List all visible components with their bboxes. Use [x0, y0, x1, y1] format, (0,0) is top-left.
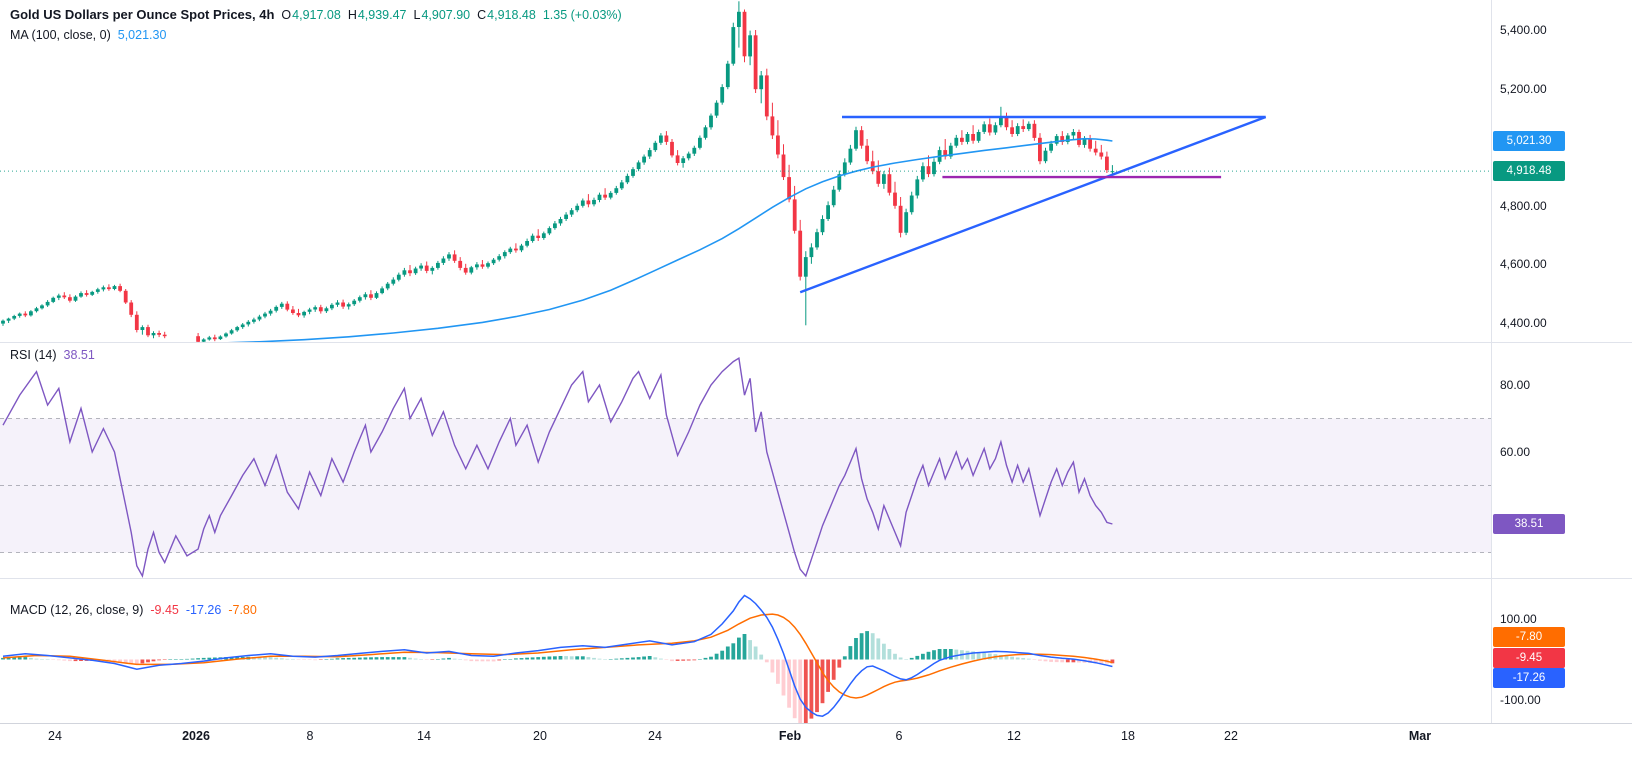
low-value: L4,907.90	[414, 8, 471, 22]
high-key: H	[347, 8, 357, 22]
ma-legend[interactable]: MA (100, close, 0) 5,021.30	[10, 28, 166, 42]
change-value: 1.35 (+0.03%)	[542, 8, 622, 22]
close-value: C4,918.48	[477, 8, 536, 22]
symbol-title: Gold US Dollars per Ounce Spot Prices, 4…	[10, 7, 275, 22]
symbol-legend[interactable]: Gold US Dollars per Ounce Spot Prices, 4…	[10, 7, 622, 22]
macd-signal-value: -7.80	[228, 603, 257, 617]
low-key: L	[413, 8, 421, 22]
rsi-label: RSI (14)	[10, 348, 57, 362]
macd-label: MACD (12, 26, close, 9)	[10, 603, 144, 617]
ma-value: 5,021.30	[117, 28, 167, 42]
close-key: C	[477, 8, 487, 22]
open-num: 4,917.08	[292, 8, 341, 22]
rsi-legend[interactable]: RSI (14) 38.51	[10, 348, 95, 362]
price-axis[interactable]	[1492, 0, 1632, 723]
open-key: O	[281, 8, 292, 22]
ma-label: MA (100, close, 0)	[10, 28, 111, 42]
macd-line-value: -17.26	[185, 603, 222, 617]
high-num: 4,939.47	[357, 8, 407, 22]
time-axis[interactable]	[0, 723, 1632, 783]
low-num: 4,907.90	[421, 8, 471, 22]
high-value: H4,939.47	[348, 8, 407, 22]
close-num: 4,918.48	[487, 8, 536, 22]
open-value: O4,917.08	[281, 8, 340, 22]
macd-legend[interactable]: MACD (12, 26, close, 9) -9.45 -17.26 -7.…	[10, 603, 257, 617]
macd-hist-value: -9.45	[150, 603, 179, 617]
rsi-value: 38.51	[63, 348, 95, 362]
